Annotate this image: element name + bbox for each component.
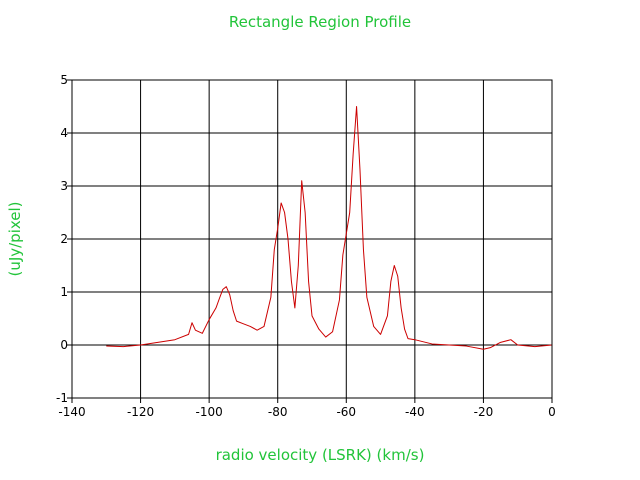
chart-title: Rectangle Region Profile [229,13,411,31]
y-tick-label: 0 [60,338,68,352]
x-axis-label: radio velocity (LSRK) (km/s) [216,446,425,464]
plot-frame [71,79,553,399]
x-tick-label: 0 [548,405,556,419]
y-tick-label: -1 [56,391,68,405]
y-tick-label: 1 [60,285,68,299]
y-tick-label: 2 [60,232,68,246]
grid [67,79,553,403]
x-tick-label: -100 [196,405,223,419]
y-tick-label: 4 [60,126,68,140]
y-tick-label: 5 [60,73,68,87]
x-tick-label: -80 [268,405,288,419]
x-tick-label: -120 [127,405,154,419]
y-axis-label: (uJy/pixel) [6,201,24,276]
x-tick-label: -40 [405,405,425,419]
y-tick-label: 3 [60,179,68,193]
x-tick-label: -20 [474,405,494,419]
series-layer [106,106,553,350]
tick-labels: -140 -120 -100 -80 -60 -40 -20 0 -1 0 1 2 3 4 5 [56,73,556,419]
x-tick-label: -140 [58,405,85,419]
x-tick-label: -60 [336,405,356,419]
series-line [106,106,553,350]
